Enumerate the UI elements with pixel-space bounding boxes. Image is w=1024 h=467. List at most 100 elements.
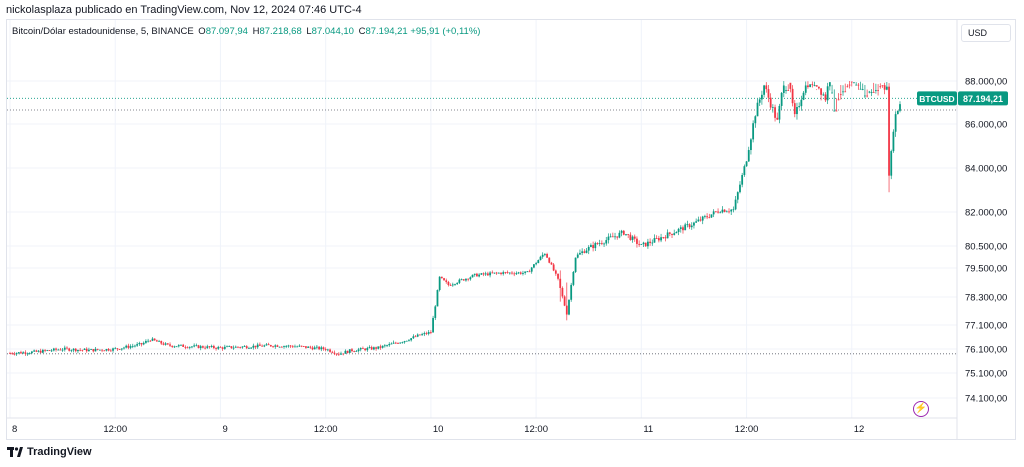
candle [252, 343, 255, 350]
candle [88, 347, 90, 352]
high-label: H [252, 26, 260, 37]
candle [570, 282, 573, 302]
candle [346, 350, 349, 354]
candle [699, 216, 702, 222]
price-tick-label: 82.000,00 [965, 208, 1007, 219]
candle [859, 81, 862, 90]
candle [826, 82, 829, 105]
candle [61, 348, 64, 352]
candle [497, 272, 500, 274]
candle [533, 264, 535, 269]
candle [598, 239, 601, 247]
low-label: L [306, 26, 312, 37]
candle [353, 350, 356, 353]
candle [622, 229, 625, 236]
candle [375, 346, 377, 351]
chart-grid [7, 20, 957, 418]
candle [837, 93, 840, 101]
candle [379, 344, 382, 350]
time-tick-label: 12 [854, 424, 865, 435]
candle [761, 90, 763, 105]
candle [81, 349, 84, 352]
candle [853, 82, 855, 84]
price-tick-label: 86.000,00 [965, 120, 1007, 131]
candle [287, 344, 290, 348]
candle [171, 345, 174, 348]
candle [392, 340, 395, 344]
candle [276, 344, 279, 348]
candle [495, 271, 498, 275]
candle [833, 89, 836, 112]
candle [340, 351, 342, 355]
candle [543, 253, 546, 257]
candle [145, 339, 147, 344]
price-tick-label: 79.500,00 [965, 264, 1007, 275]
candle [298, 344, 301, 347]
price-badge [958, 91, 1008, 106]
candle [671, 233, 673, 239]
candle [653, 234, 656, 243]
candle [802, 91, 805, 101]
candle [633, 234, 636, 242]
candle [524, 271, 527, 275]
currency-selector[interactable]: USD [961, 24, 1011, 42]
candle [96, 348, 99, 351]
price-tick-label: 76.100,00 [965, 345, 1007, 356]
candle [383, 344, 386, 348]
candle [719, 211, 722, 214]
candle [644, 242, 647, 247]
time-tick-label: 8 [12, 424, 17, 435]
candle [655, 235, 658, 239]
candle [307, 345, 310, 348]
symbol-name: Bitcoin/Dólar estadounidense, 5, BINANCE [12, 26, 194, 37]
candle [296, 345, 299, 348]
candle [666, 229, 669, 239]
candle [24, 350, 27, 356]
candle [684, 222, 687, 231]
price-tick-label: 84.000,00 [965, 164, 1007, 175]
candle [98, 349, 101, 351]
candle [787, 84, 790, 91]
candle [471, 274, 474, 278]
candle [182, 343, 185, 348]
candle [857, 83, 860, 90]
candle [412, 334, 415, 340]
candle [515, 271, 518, 276]
candle [33, 349, 36, 353]
lightning-icon[interactable]: ⚡ [913, 401, 929, 417]
tradingview-footer[interactable]: TradingView [7, 446, 92, 458]
candle [370, 345, 373, 351]
candle [11, 352, 14, 355]
candle [63, 345, 66, 352]
candle [302, 345, 305, 348]
candle [820, 88, 822, 101]
candle [410, 337, 413, 342]
time-axis: 8 12:00 9 12:00 10 12:00 11 12:00 12 [12, 424, 864, 435]
symbol-legend[interactable]: Bitcoin/Dólar estadounidense, 5, BINANCE… [12, 26, 480, 37]
candle [894, 111, 897, 137]
candle [155, 339, 158, 342]
candle [202, 345, 204, 349]
candle [210, 344, 213, 348]
candle [191, 346, 193, 349]
candle [500, 272, 502, 276]
candle [662, 236, 665, 239]
candle [94, 347, 97, 352]
candle [522, 270, 524, 276]
candle [870, 89, 873, 97]
time-tick-label: 9 [222, 424, 227, 435]
candle [576, 252, 579, 259]
candle [754, 115, 757, 128]
candle [592, 241, 595, 252]
candle [771, 104, 774, 113]
candle [712, 209, 715, 218]
candle [721, 206, 724, 214]
candle [283, 345, 285, 349]
candle [217, 345, 220, 350]
candle [732, 206, 735, 213]
candle [642, 241, 645, 247]
candle [682, 225, 684, 234]
candle [136, 342, 139, 347]
candle [750, 138, 752, 155]
